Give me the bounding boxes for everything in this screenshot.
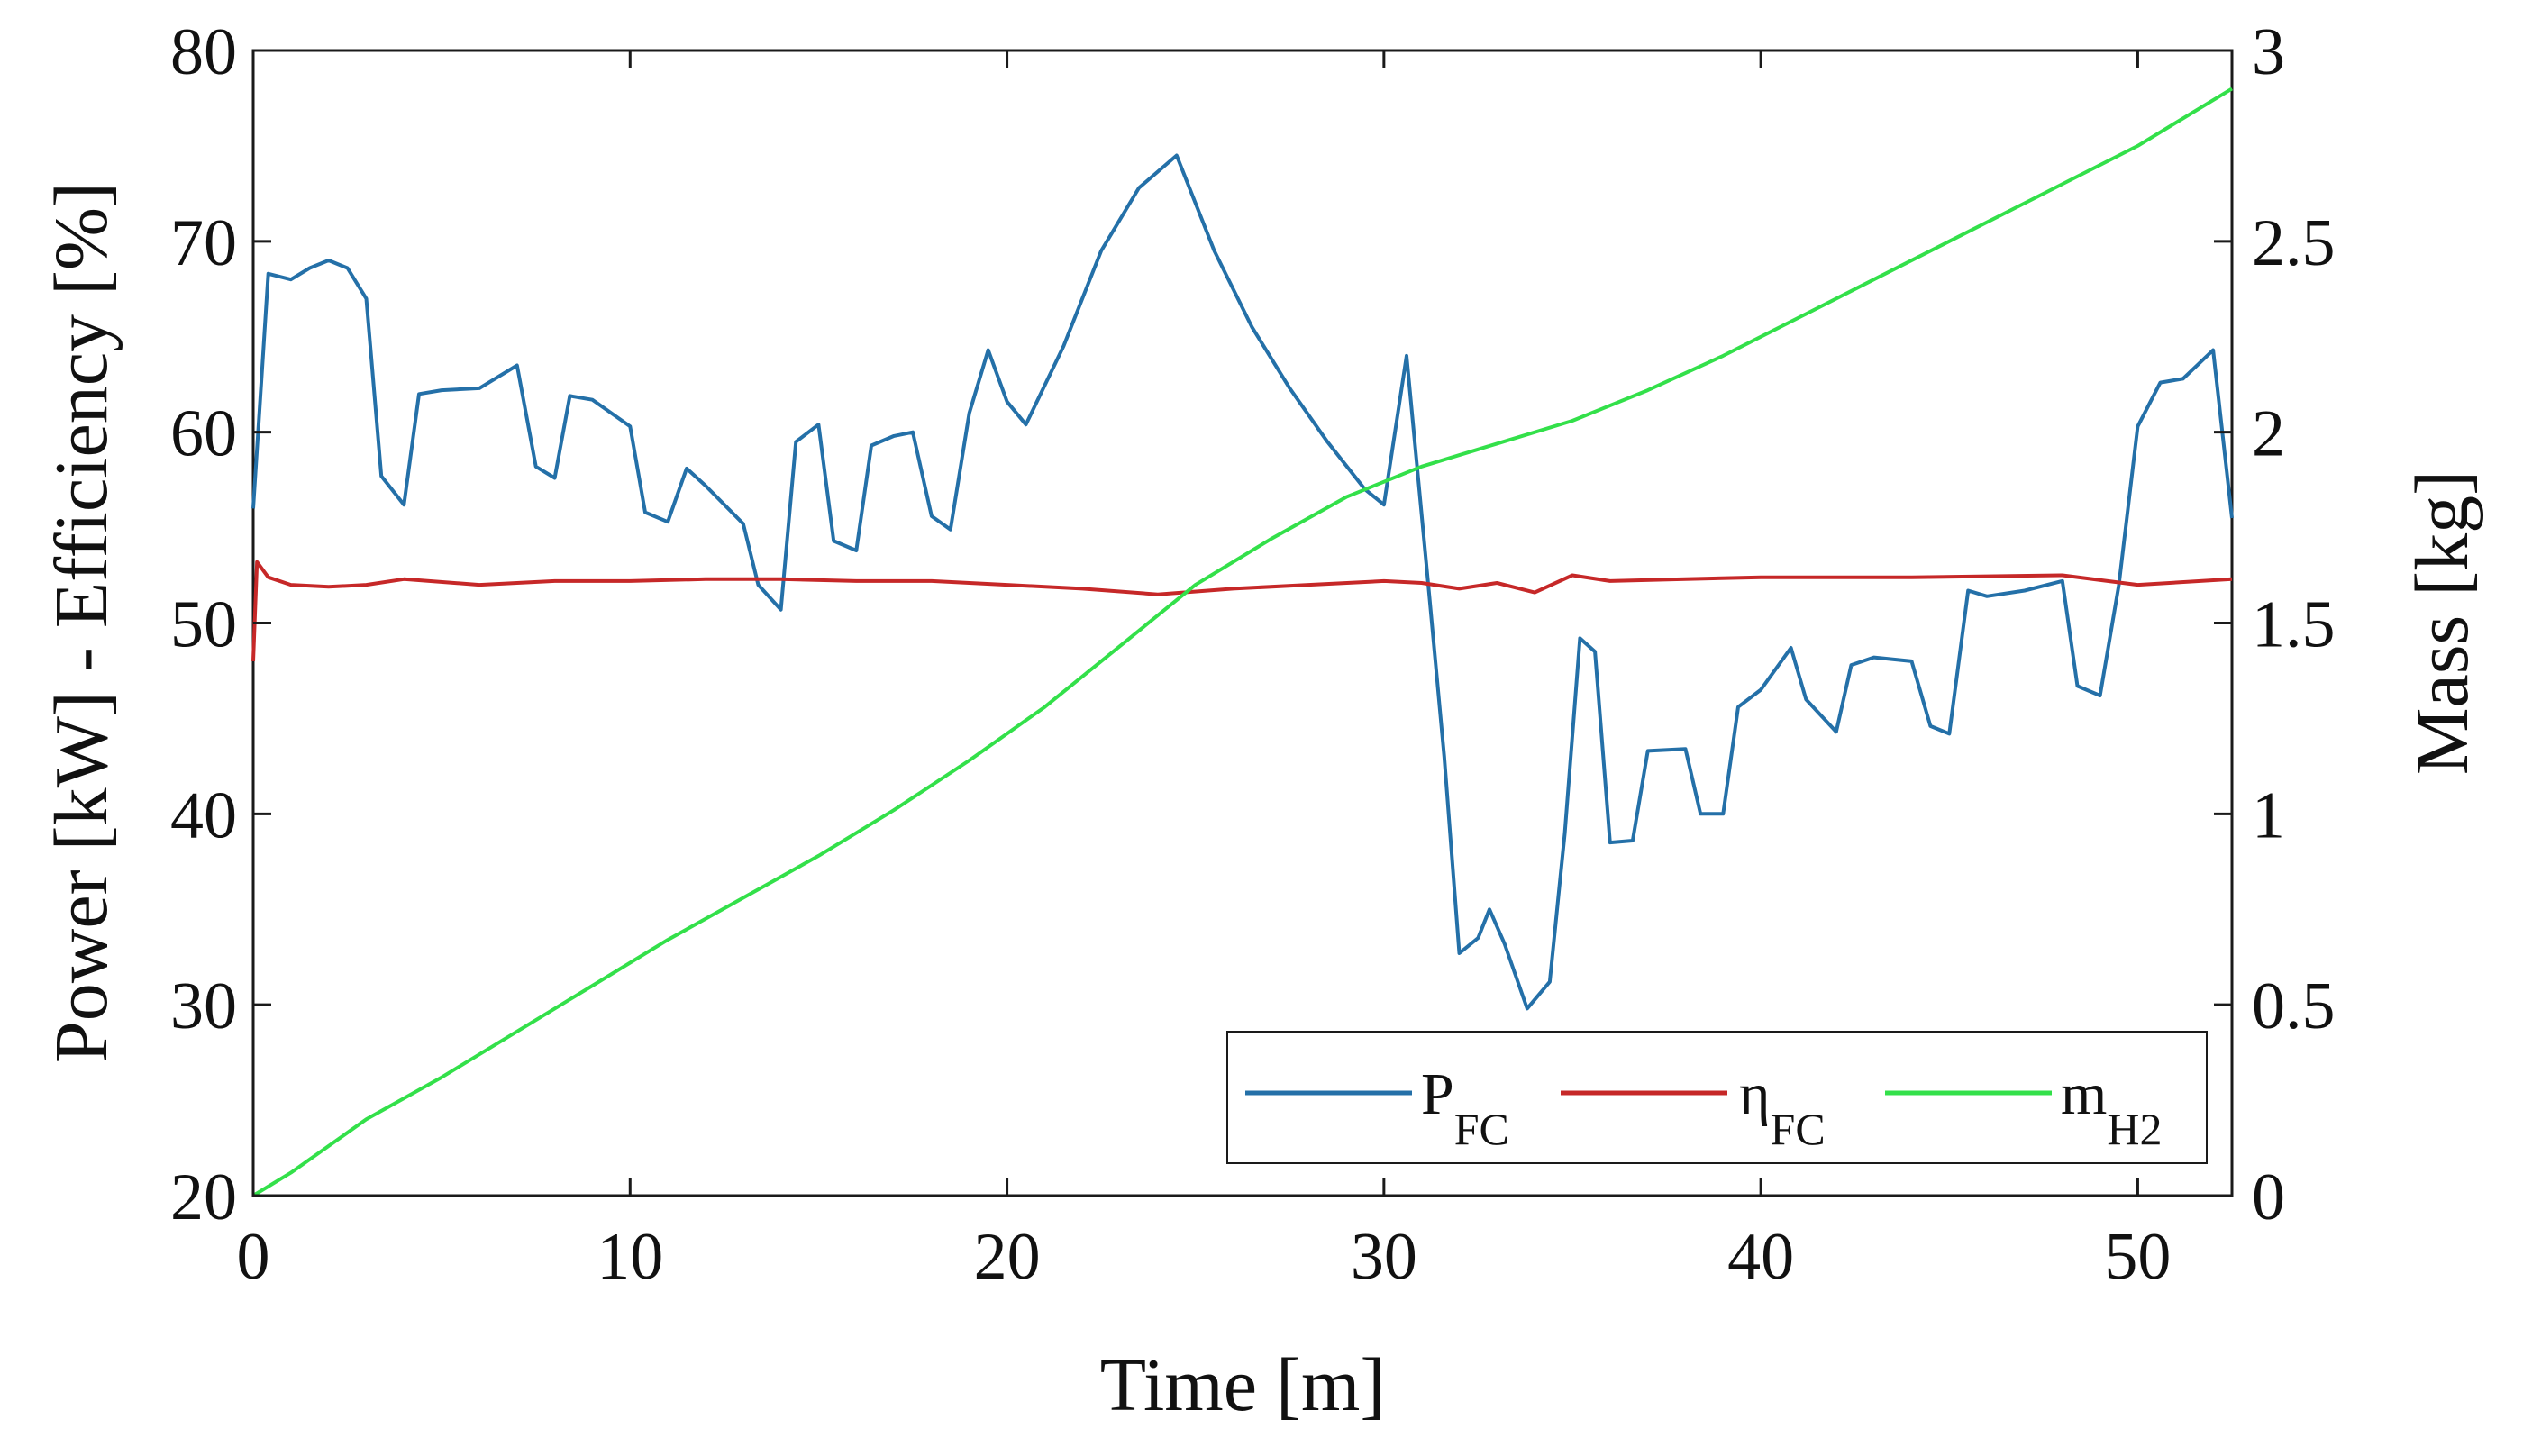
y-axis-right-title: Mass [kg] — [2400, 470, 2484, 775]
y-right-tick-label: 2 — [2252, 397, 2285, 471]
series-layer — [251, 86, 2234, 1197]
y-left-tick-label: 80 — [170, 15, 237, 89]
x-tick-label: 50 — [2104, 1220, 2171, 1294]
plot-area — [251, 49, 2234, 1197]
legend: PFC ηFC mH2 — [1226, 1031, 2208, 1164]
x-axis-title: Time [m] — [1100, 1343, 1386, 1427]
legend-label-eta-fc: ηFC — [1739, 1061, 1826, 1154]
y-left-tick-label: 30 — [170, 969, 237, 1043]
series-line-p-fc — [251, 153, 2234, 1011]
y-left-tick-label: 20 — [170, 1160, 237, 1234]
ticks-layer: 0 10 20 30 40 50 20 30 40 50 60 70 80 0 0.5 1 1.5 2 2.5 3 — [170, 15, 2336, 1294]
x-tick-label: 20 — [974, 1220, 1041, 1294]
y-right-tick-label: 1.5 — [2252, 588, 2336, 662]
legend-label-m-h2: mH2 — [2061, 1061, 2162, 1154]
y-axis-left-title: Power [kW] - Efficiency [%] — [40, 182, 123, 1063]
y-left-tick-label: 70 — [170, 206, 237, 280]
series-line-eta-fc — [251, 560, 2233, 661]
legend-label-p-fc: PFC — [1421, 1061, 1509, 1154]
y-right-tick-label: 0.5 — [2252, 969, 2336, 1043]
y-right-tick-label: 1 — [2252, 778, 2285, 852]
y-left-tick-label: 50 — [170, 588, 237, 662]
x-tick-label: 40 — [1727, 1220, 1794, 1294]
series-line-m-h2 — [251, 86, 2234, 1197]
y-left-tick-label: 40 — [170, 778, 237, 852]
x-tick-label: 0 — [237, 1220, 270, 1294]
y-right-tick-label: 0 — [2252, 1160, 2285, 1234]
x-tick-label: 30 — [1351, 1220, 1417, 1294]
legend-box — [1226, 1031, 2208, 1164]
y-right-tick-label: 3 — [2252, 15, 2285, 89]
y-left-tick-label: 60 — [170, 397, 237, 471]
y-right-tick-label: 2.5 — [2252, 206, 2336, 280]
x-tick-label: 10 — [597, 1220, 663, 1294]
